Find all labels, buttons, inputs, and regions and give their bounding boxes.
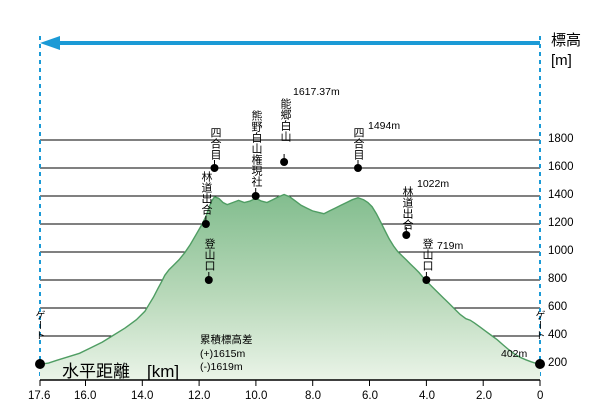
x-axis-title: 水平距離 [km] <box>62 362 180 381</box>
y-tick-600: 600 <box>548 301 568 313</box>
y-tick-1000: 1000 <box>548 245 574 257</box>
y-axis-title-line2: [m] <box>551 52 572 69</box>
marker-label-shigome-left: 四合目 <box>209 127 221 160</box>
marker-label-gate-right: ゲート <box>533 310 544 340</box>
marker-value-nogohakusan: 1617.37m <box>293 86 340 98</box>
x-tick-12-0: 12.0 <box>188 390 211 402</box>
marker-label-shigome-right: 四合目 <box>352 127 364 160</box>
x-tick-8-0: 8.0 <box>305 390 321 402</box>
route-direction-arrow <box>40 36 540 50</box>
marker-leaders <box>205 154 427 280</box>
y-axis-title-line1: 標高 <box>551 32 582 49</box>
y-tick-800: 800 <box>548 273 568 285</box>
x-tick-16-0: 16.0 <box>74 390 97 402</box>
y-tick-1800: 1800 <box>548 133 574 145</box>
x-tick-marks <box>39 380 541 386</box>
marker-label-tozanguchi-left: 登山口 <box>203 238 215 271</box>
cumulative-gain-up: (+)1615m <box>200 348 246 360</box>
x-tick-6-0: 6.0 <box>362 390 378 402</box>
marker-label-rindo-deai-left: 林道出合 <box>200 171 212 215</box>
marker-value-gate-right: 402m <box>501 348 528 360</box>
marker-value-rindo-deai-right: 1022m <box>417 178 450 190</box>
marker-label-nogohakusan: 能郷白山 <box>279 98 291 142</box>
y-tick-200: 200 <box>548 357 568 369</box>
marker-label-rindo-deai-right: 林道出合 <box>401 186 413 230</box>
marker-value-tozanguchi-right: 719m <box>437 240 464 252</box>
x-tick-4-0: 4.0 <box>419 390 435 402</box>
cumulative-gain-down: (-)1619m <box>200 361 243 373</box>
dot-gate-left <box>35 359 45 369</box>
elevation-area <box>40 194 540 380</box>
marker-value-shigome-right: 1494m <box>368 120 401 132</box>
x-tick-14-0: 14.0 <box>131 390 154 402</box>
cumulative-gain-title: 累積標高差 <box>200 334 253 346</box>
marker-label-tozanguchi-right: 登山口 <box>421 238 433 271</box>
elevation-line <box>39 193 541 365</box>
x-tick-10-0: 10.0 <box>245 390 268 402</box>
x-tick-17-6: 17.6 <box>28 390 51 402</box>
dot-gate-right <box>535 359 545 369</box>
marker-label-kumano: 熊野白山権現社 <box>250 110 262 187</box>
x-tick-2-0: 2.0 <box>476 390 492 402</box>
y-tick-1400: 1400 <box>548 189 574 201</box>
marker-label-gate-left: ゲート <box>33 310 44 340</box>
y-tick-400: 400 <box>548 329 568 341</box>
y-tick-1600: 1600 <box>548 161 574 173</box>
x-tick-0: 0 <box>537 390 544 402</box>
y-tick-1200: 1200 <box>548 217 574 229</box>
gate-guide-lines <box>39 36 541 380</box>
